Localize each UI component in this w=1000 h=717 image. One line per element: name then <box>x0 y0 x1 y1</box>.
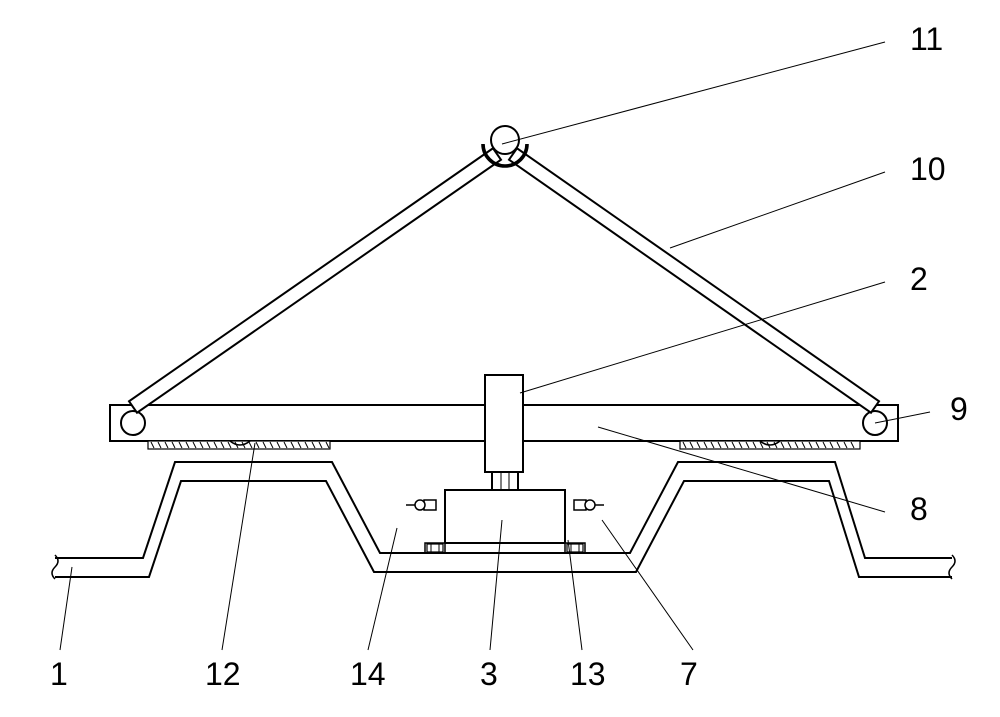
label-1: 1 <box>50 656 68 692</box>
coupling <box>492 472 518 490</box>
leader-line <box>670 172 885 248</box>
pivot-left <box>121 411 145 435</box>
label-7: 7 <box>680 656 698 692</box>
label-12: 12 <box>205 656 241 692</box>
apex-ball <box>491 126 519 154</box>
leader-line <box>368 528 397 650</box>
motor-upper <box>485 375 523 472</box>
leader-line <box>598 427 885 512</box>
leader-line <box>602 520 693 650</box>
label-2: 2 <box>910 261 928 297</box>
triangle-arm <box>509 148 879 412</box>
label-14: 14 <box>350 656 386 692</box>
label-3: 3 <box>480 656 498 692</box>
leader-line <box>568 540 582 650</box>
leader-line <box>60 567 72 650</box>
motor-box <box>445 490 565 543</box>
label-13: 13 <box>570 656 606 692</box>
leader-line <box>222 443 255 650</box>
triangle-arm <box>129 148 501 412</box>
label-9: 9 <box>950 391 968 427</box>
label-11: 11 <box>910 21 943 57</box>
label-10: 10 <box>910 151 946 187</box>
technical-diagram: 11 10 2 9 8 1 12 14 3 13 7 <box>0 0 1000 717</box>
knob-right <box>585 500 595 510</box>
leader-line <box>502 42 885 144</box>
label-8: 8 <box>910 491 928 527</box>
knob-left <box>415 500 425 510</box>
